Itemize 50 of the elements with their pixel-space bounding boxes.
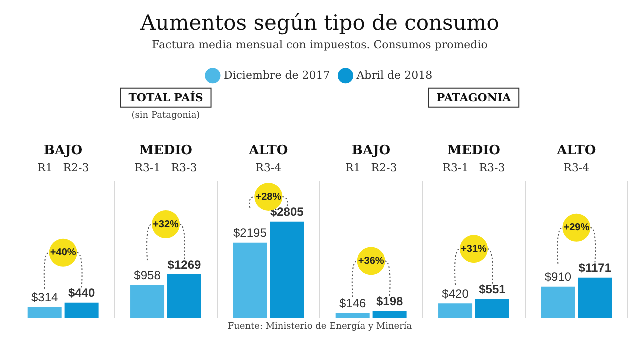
bar xyxy=(336,313,370,318)
annotation: +36% xyxy=(358,256,384,267)
bar xyxy=(167,274,202,318)
bar xyxy=(372,311,407,318)
data-label: $2805 xyxy=(270,205,304,220)
text: (sin Patagonia) xyxy=(132,111,200,122)
text: R3-1 R3-3 xyxy=(442,161,506,174)
source-note: Fuente: Ministerio de Energía y Minería xyxy=(226,322,414,332)
data-label: $1269 xyxy=(168,258,202,272)
data-label: $551 xyxy=(479,282,506,296)
bar xyxy=(270,222,304,318)
annotation: +29% xyxy=(564,222,590,234)
text: R3-4 xyxy=(256,161,282,174)
bar xyxy=(541,286,576,318)
bar xyxy=(578,278,612,318)
annotation: +31% xyxy=(461,244,488,255)
bar xyxy=(475,299,510,318)
chart-title: Aumentos según tipo de consumo xyxy=(140,11,500,36)
legend-label: Diciembre de 2017 xyxy=(224,68,330,82)
bar xyxy=(64,302,99,318)
data-label: $314 xyxy=(32,290,59,305)
text: R1 R2-3 xyxy=(345,161,398,174)
annotation: +32% xyxy=(153,219,180,230)
data-label: $2195 xyxy=(234,226,268,240)
data-label: $958 xyxy=(134,268,162,282)
data-label: $420 xyxy=(442,286,470,301)
x-tick-label: ALTO xyxy=(556,144,596,159)
legend-label: Abril de 2018 xyxy=(356,68,433,82)
data-label: $198 xyxy=(376,294,404,309)
x-tick-label: ALTO xyxy=(248,144,288,159)
x-tick-label: MEDIO xyxy=(140,144,192,159)
bar xyxy=(233,242,268,318)
data-label: $1171 xyxy=(578,261,612,276)
text: R1 R2-3 xyxy=(37,161,90,174)
annotation: +40% xyxy=(50,248,76,259)
bar xyxy=(28,307,62,318)
data-label: $440 xyxy=(68,286,96,300)
x-tick-label: MEDIO xyxy=(448,144,500,159)
bar xyxy=(130,285,165,318)
data-label: $146 xyxy=(340,296,367,310)
text: +28% xyxy=(256,192,282,203)
text: R3-1 R3-3 xyxy=(134,161,198,174)
text: R3-4 xyxy=(564,161,590,174)
x-tick-label: BAJO xyxy=(44,144,83,159)
data-label: $910 xyxy=(544,270,572,284)
chart-subtitle: Factura media mensual con impuestos. Consumos promedio xyxy=(152,38,488,52)
text: TOTAL PAÍS xyxy=(128,90,204,104)
text: PATAGONIA xyxy=(436,91,512,104)
bar xyxy=(438,304,473,318)
x-tick-label: BAJO xyxy=(352,144,391,159)
